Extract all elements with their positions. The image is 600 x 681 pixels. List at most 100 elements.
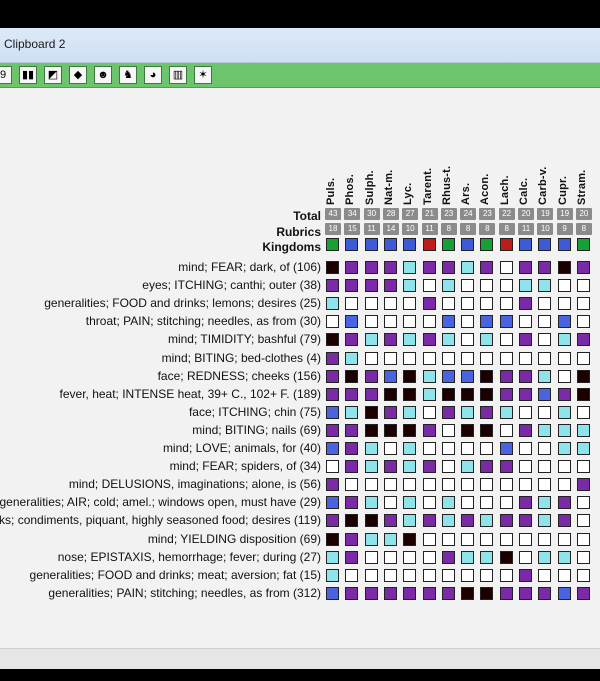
- grade-cell[interactable]: [499, 369, 513, 383]
- rubric-label[interactable]: mind; YIELDING disposition (69): [147, 531, 321, 546]
- grade-cell[interactable]: [538, 586, 552, 600]
- grade-cell[interactable]: [538, 261, 552, 274]
- grade-cell[interactable]: [364, 369, 378, 383]
- grade-cell[interactable]: [383, 514, 397, 528]
- remedy-header[interactable]: Lyc.: [402, 182, 415, 205]
- rubric-label[interactable]: mind; DELUSIONS, imaginations; alone, is…: [68, 477, 321, 492]
- grade-cell[interactable]: [519, 478, 532, 492]
- grade-cell[interactable]: [538, 387, 552, 401]
- grade-cell[interactable]: [499, 387, 513, 401]
- grade-cell[interactable]: [480, 568, 494, 582]
- grade-cell[interactable]: [519, 568, 532, 582]
- grade-cell[interactable]: [326, 369, 339, 383]
- grade-cell[interactable]: [557, 369, 571, 383]
- grade-cell[interactable]: [461, 261, 475, 274]
- grade-cell[interactable]: [538, 369, 552, 383]
- grade-cell[interactable]: [422, 586, 436, 600]
- grade-cell[interactable]: [345, 568, 359, 582]
- grade-cell[interactable]: [441, 550, 455, 564]
- grade-cell[interactable]: [576, 261, 590, 274]
- grade-cell[interactable]: [461, 333, 475, 347]
- grade-cell[interactable]: [557, 297, 571, 311]
- grade-cell[interactable]: [422, 550, 436, 564]
- grade-cell[interactable]: [519, 315, 532, 329]
- rubric-label[interactable]: mind; BITING; bed-clothes (4): [161, 350, 321, 365]
- grade-cell[interactable]: [345, 333, 359, 347]
- grade-cell[interactable]: [557, 261, 571, 274]
- grade-cell[interactable]: [383, 478, 397, 492]
- grade-cell[interactable]: [326, 478, 339, 492]
- grade-cell[interactable]: [576, 351, 590, 365]
- grade-cell[interactable]: [403, 550, 417, 564]
- grade-cell[interactable]: [441, 478, 455, 492]
- grade-cell[interactable]: [538, 550, 552, 564]
- grade-cell[interactable]: [499, 279, 513, 293]
- grade-cell[interactable]: [538, 442, 552, 455]
- grade-cell[interactable]: [576, 550, 590, 564]
- grade-cell[interactable]: [461, 315, 475, 329]
- grade-cell[interactable]: [519, 532, 532, 546]
- grade-cell[interactable]: [403, 586, 417, 600]
- grade-cell[interactable]: [499, 550, 513, 564]
- grade-cell[interactable]: [557, 351, 571, 365]
- grade-cell[interactable]: [519, 279, 532, 293]
- grade-cell[interactable]: [461, 532, 475, 546]
- grade-cell[interactable]: [403, 387, 417, 401]
- grade-cell[interactable]: [403, 568, 417, 582]
- grade-cell[interactable]: [576, 460, 590, 474]
- grade-cell[interactable]: [422, 387, 436, 401]
- grade-cell[interactable]: [383, 423, 397, 437]
- grade-cell[interactable]: [383, 568, 397, 582]
- grade-cell[interactable]: [538, 478, 552, 492]
- grade-cell[interactable]: [422, 297, 436, 311]
- grade-cell[interactable]: [499, 333, 513, 347]
- grade-cell[interactable]: [345, 279, 359, 293]
- grade-cell[interactable]: [557, 532, 571, 546]
- grade-cell[interactable]: [461, 568, 475, 582]
- grade-cell[interactable]: [576, 532, 590, 546]
- grade-cell[interactable]: [557, 315, 571, 329]
- grade-cell[interactable]: [383, 261, 397, 274]
- grade-cell[interactable]: [519, 387, 532, 401]
- grade-cell[interactable]: [441, 387, 455, 401]
- grade-cell[interactable]: [403, 405, 417, 419]
- grade-cell[interactable]: [364, 496, 378, 510]
- grade-cell[interactable]: [326, 568, 339, 582]
- grade-cell[interactable]: [519, 369, 532, 383]
- person-icon[interactable]: ✶: [194, 66, 212, 84]
- grade-cell[interactable]: [345, 387, 359, 401]
- grade-cell[interactable]: [557, 333, 571, 347]
- grade-cell[interactable]: [326, 279, 339, 293]
- grade-cell[interactable]: [480, 351, 494, 365]
- grade-cell[interactable]: [480, 586, 494, 600]
- grade-cell[interactable]: [461, 478, 475, 492]
- remedy-header[interactable]: Cupr.: [556, 175, 569, 205]
- grade-cell[interactable]: [557, 423, 571, 437]
- grade-cell[interactable]: [519, 333, 532, 347]
- grade-cell[interactable]: [576, 297, 590, 311]
- grade-cell[interactable]: [403, 297, 417, 311]
- remedy-header[interactable]: Lach.: [498, 175, 511, 205]
- grade-cell[interactable]: [499, 405, 513, 419]
- grade-cell[interactable]: [383, 279, 397, 293]
- grade-cell[interactable]: [422, 496, 436, 510]
- rubric-label[interactable]: mind; BITING; nails (69): [192, 422, 321, 437]
- grade-cell[interactable]: [557, 405, 571, 419]
- rubric-label[interactable]: face; REDNESS; cheeks (156): [157, 368, 321, 383]
- remedy-header[interactable]: Ars.: [460, 182, 473, 205]
- grade-cell[interactable]: [499, 586, 513, 600]
- grade-cell[interactable]: [422, 568, 436, 582]
- grade-cell[interactable]: [345, 405, 359, 419]
- grade-cell[interactable]: [538, 423, 552, 437]
- grade-cell[interactable]: [364, 279, 378, 293]
- grade-cell[interactable]: [403, 442, 417, 455]
- grade-cell[interactable]: [538, 315, 552, 329]
- grade-cell[interactable]: [519, 460, 532, 474]
- grade-cell[interactable]: [345, 550, 359, 564]
- grade-cell[interactable]: [576, 514, 590, 528]
- grade-cell[interactable]: [480, 460, 494, 474]
- grade-cell[interactable]: [383, 550, 397, 564]
- rubric-label[interactable]: mind; FEAR; dark, of (106): [178, 260, 321, 274]
- grade-cell[interactable]: [441, 369, 455, 383]
- grade-cell[interactable]: [403, 496, 417, 510]
